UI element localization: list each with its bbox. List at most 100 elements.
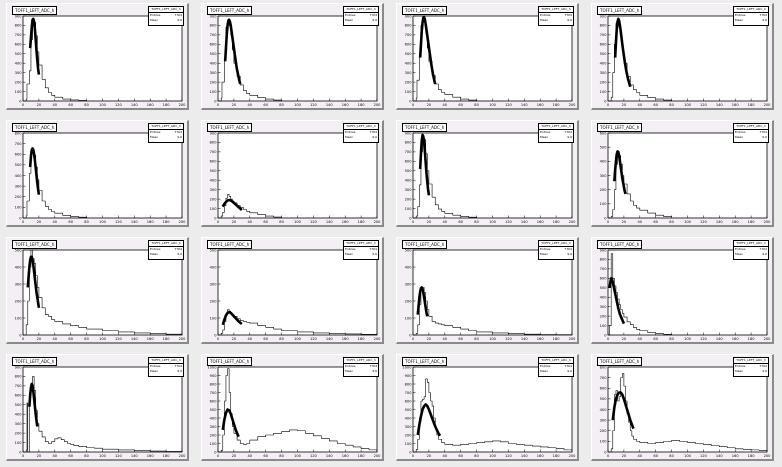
x-tick-label: 100	[294, 337, 302, 341]
plot-frame	[412, 366, 573, 453]
y-tick-label: 200	[210, 299, 218, 303]
x-tick-label: 200	[569, 220, 577, 224]
stats-value: 7764	[564, 247, 572, 251]
fit-curve	[28, 147, 41, 195]
stats-row: Mean 9.6	[149, 369, 183, 374]
y-tick-label: 100	[600, 440, 608, 444]
histogram-plot-6: 0 100 200 300 400 500 600 700 800 900 0 20 40 60 80 100…	[210, 131, 382, 224]
histogram-pad-14: 0 100 200 300 400 500 600 700 800 900 1000 0 20 40 60 8…	[201, 354, 384, 461]
y-tick-label: 700	[210, 150, 218, 154]
fit-curve	[221, 198, 243, 211]
stats-box: TOFF1_LEFT_ADC_h Entries 7764 Mean 9.6	[733, 6, 769, 26]
y-tick-label: 500	[15, 403, 23, 407]
x-tick-label: 140	[521, 220, 529, 224]
x-tick-label: 100	[99, 337, 107, 341]
histogram-title: TOFF1_LEFT_ADC_h	[597, 240, 643, 249]
y-tick-label: 500	[405, 248, 413, 252]
stats-box: TOFF1_LEFT_ADC_h Entries 7764 Mean 9.6	[148, 240, 184, 260]
x-tick-label: 20	[427, 337, 432, 341]
y-tick-label: 0	[19, 450, 22, 454]
y-tick-label: 400	[600, 160, 608, 164]
stats-header: TOFF1_LEFT_ADC_h	[539, 358, 573, 364]
plot-frame	[217, 132, 378, 219]
x-tick-label: 140	[521, 103, 529, 107]
stats-key: Mean	[345, 18, 354, 22]
plot-frame	[217, 15, 378, 102]
y-tick-label: 1000	[207, 365, 217, 369]
fit-curve	[608, 277, 626, 325]
y-tick-label: 100	[15, 316, 23, 320]
plot-frame	[607, 249, 768, 336]
y-tick-label: 400	[405, 416, 413, 420]
stats-row: Entries 7764	[539, 13, 573, 18]
x-tick-label: 100	[684, 220, 692, 224]
x-tick-label: 60	[68, 337, 73, 341]
x-tick-label: 160	[147, 103, 155, 107]
stats-key: Entries	[345, 13, 356, 17]
stats-value: 9.6	[567, 135, 572, 139]
stats-value: 7764	[174, 130, 182, 134]
histogram-plot-13: 0 100 200 300 400 500 600 700 800 900 0 20 40 60 80 100…	[15, 365, 187, 458]
x-tick-label: 200	[764, 220, 772, 224]
y-tick-label: 400	[405, 62, 413, 66]
y-tick-label: 700	[15, 142, 23, 146]
stats-row: Mean 9.6	[734, 135, 768, 140]
stats-row: Entries 7764	[149, 13, 183, 18]
stats-header: TOFF1_LEFT_ADC_h	[149, 358, 183, 364]
x-tick-label: 120	[115, 103, 123, 107]
histogram-series	[218, 368, 378, 453]
x-tick-label: 180	[553, 103, 561, 107]
stats-key: Mean	[345, 135, 354, 139]
y-tick-label: 900	[405, 374, 413, 378]
stats-row: Entries 7764	[734, 13, 768, 18]
y-tick-label: 300	[210, 71, 218, 75]
y-tick-label: 900	[15, 365, 23, 369]
y-tick-label: 600	[600, 387, 608, 391]
stats-key: Mean	[150, 135, 159, 139]
y-tick-label: 100	[15, 441, 23, 445]
x-tick-label: 200	[374, 337, 382, 341]
stats-value: 9.6	[177, 369, 182, 373]
histogram-pad-1: 0 100 200 300 400 500 600 700 800 900 0 20 40 60 80 100…	[6, 3, 189, 110]
y-tick-label: 300	[600, 418, 608, 422]
x-tick-label: 0	[607, 220, 610, 224]
stats-row: Entries 7764	[734, 130, 768, 135]
stats-box: TOFF1_LEFT_ADC_h Entries 7764 Mean 9.6	[343, 6, 379, 26]
y-tick-label: 500	[210, 52, 218, 56]
x-tick-label: 0	[22, 220, 25, 224]
histogram-series	[413, 135, 477, 219]
stats-value: 7764	[564, 130, 572, 134]
x-tick-label: 200	[374, 103, 382, 107]
y-tick-label: 100	[405, 90, 413, 94]
histogram-title: TOFF1_LEFT_ADC_h	[597, 123, 643, 132]
stats-key: Mean	[150, 18, 159, 22]
histogram-pad-2: 0 100 200 300 400 500 600 700 800 900 0 20 40 60 80 100…	[201, 3, 384, 110]
x-tick-label: 200	[569, 337, 577, 341]
x-tick-label: 120	[310, 454, 318, 458]
y-tick-label: 400	[600, 296, 608, 300]
x-tick-label: 140	[131, 220, 139, 224]
stats-row: Entries 7764	[734, 247, 768, 252]
fit-curve	[613, 150, 627, 195]
x-tick-label: 20	[622, 454, 627, 458]
stats-row: Mean 9.6	[734, 252, 768, 257]
x-tick-label: 40	[443, 454, 448, 458]
stats-value: 7764	[369, 130, 377, 134]
fit-curve	[223, 18, 242, 85]
stats-row: Entries 7764	[734, 364, 768, 369]
x-tick-label: 100	[294, 454, 302, 458]
x-tick-label: 60	[653, 103, 658, 107]
histogram-plot-5: 0 100 200 300 400 500 600 700 800 0 20 40 60 80 100 120…	[15, 131, 187, 224]
stats-header: TOFF1_LEFT_ADC_h	[539, 241, 573, 247]
y-tick-label: 300	[15, 184, 23, 188]
plot-frame	[607, 366, 768, 453]
histogram-series	[608, 253, 672, 336]
stats-row: Entries 7764	[149, 130, 183, 135]
histogram-title: TOFF1_LEFT_ADC_h	[207, 123, 253, 132]
y-tick-label: 100	[405, 316, 413, 320]
y-tick-label: 800	[15, 375, 23, 379]
y-tick-label: 0	[409, 99, 412, 103]
histogram-pad-13: 0 100 200 300 400 500 600 700 800 900 0 20 40 60 80 100…	[6, 354, 189, 461]
y-tick-label: 700	[600, 33, 608, 37]
y-tick-label: 500	[15, 163, 23, 167]
